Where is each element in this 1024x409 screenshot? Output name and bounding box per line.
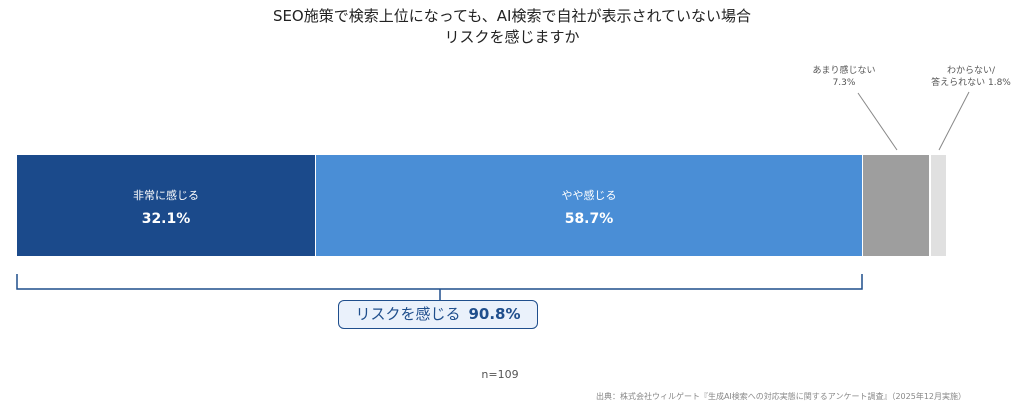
segment-value: 58.7% [564,211,614,227]
callout-label: あまり感じない [812,66,876,76]
chart-title-line1: SEO施策で検索上位になっても、AI検索で自社が表示されていない場合 [272,7,752,25]
bar-segment-unknown [931,155,946,256]
callout-unknown: わからない/ 答えられない 1.8% [918,65,1024,89]
callout-value: 7.3% [832,78,856,88]
leader-line-unknown [938,91,970,151]
segment-value: 32.1% [141,211,191,227]
bar-segment-somewhat: やや感じる 58.7% [316,155,862,256]
leader-line-not-much [857,92,898,151]
chart-title-line2: リスクを感じますか [444,28,580,46]
sample-size: n=109 [481,368,519,381]
bar-segment-very: 非常に感じる 32.1% [17,155,315,256]
summary-bracket [16,274,863,290]
summary-label: リスクを感じる [355,305,461,323]
callout-label: わからない/ [946,66,996,76]
summary-box: リスクを感じる 90.8% [338,300,538,329]
callout-value: 答えられない 1.8% [931,78,1011,88]
source-note: 出典：株式会社ウィルゲート『生成AI検索への対応実態に関するアンケート調査』（2… [595,392,966,401]
segment-label: 非常に感じる [133,189,199,202]
summary-value: 90.8% [468,305,521,323]
bar-segment-not-much [863,155,929,256]
segment-label: やや感じる [561,189,617,202]
callout-not-much: あまり感じない 7.3% [794,65,894,89]
